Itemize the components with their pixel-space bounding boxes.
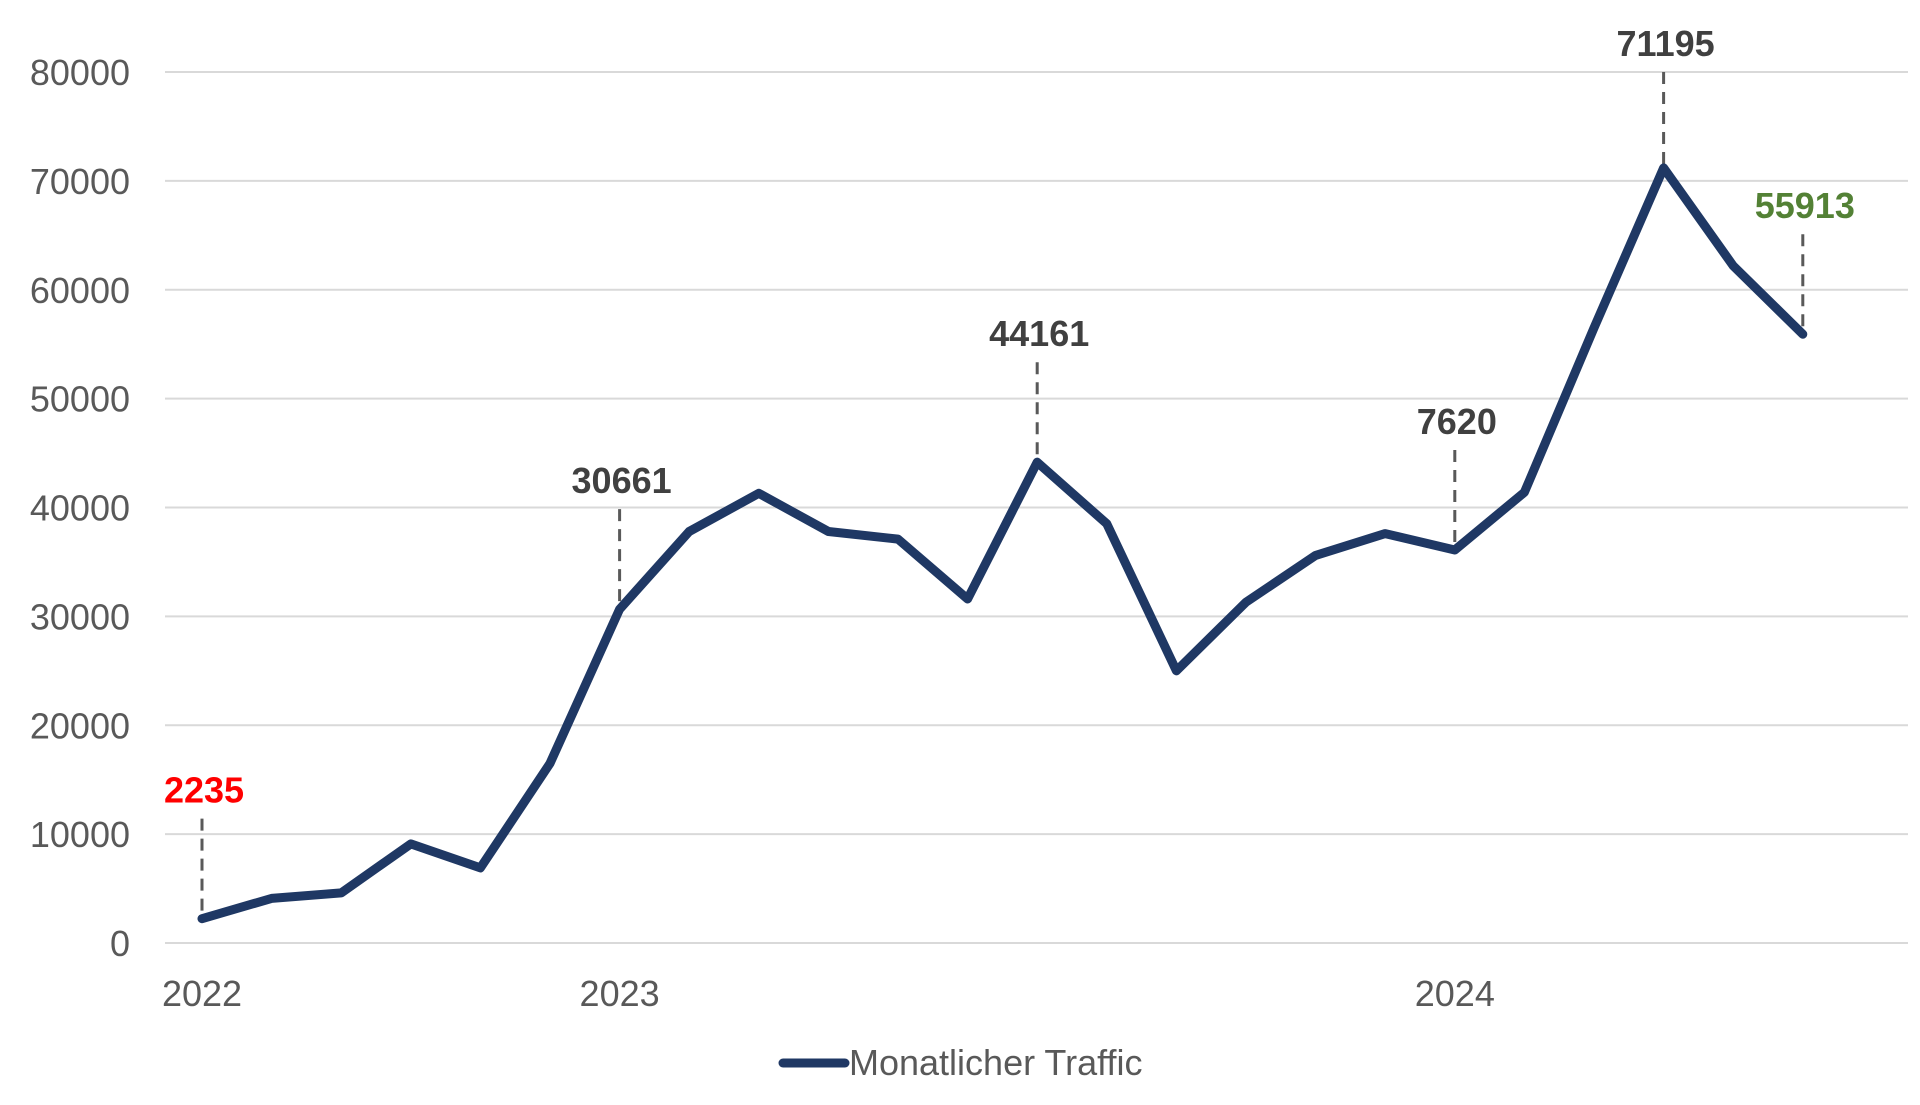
annotation-label: 2235 — [164, 770, 244, 811]
y-tick-label: 30000 — [30, 596, 130, 637]
x-tick-label: 2024 — [1415, 973, 1495, 1014]
x-axis-ticks: 2022 2023 2024 — [162, 973, 1495, 1014]
annotation-label: 71195 — [1617, 23, 1715, 64]
y-tick-label: 0 — [110, 923, 130, 964]
y-tick-label: 50000 — [30, 379, 130, 420]
x-tick-label: 2023 — [580, 973, 660, 1014]
legend-label: Monatlicher Traffic — [849, 1042, 1142, 1083]
annotation-label: 55913 — [1755, 185, 1855, 226]
legend: Monatlicher Traffic — [778, 1042, 1142, 1083]
annotations: 2235 30661 44161 7620 71195 55913 — [164, 23, 1855, 919]
y-tick-label: 60000 — [30, 270, 130, 311]
y-tick-label: 20000 — [30, 705, 130, 746]
series-line — [197, 163, 1808, 924]
y-tick-label: 40000 — [30, 488, 130, 529]
x-tick-label: 2022 — [162, 973, 242, 1014]
annotation-label: 44161 — [989, 313, 1089, 354]
annotation-label: 30661 — [572, 460, 672, 501]
y-axis-ticks: 0 10000 20000 30000 40000 50000 60000 70000 8000… — [30, 52, 130, 964]
series-lines — [197, 163, 1808, 924]
y-tick-label: 10000 — [30, 814, 130, 855]
y-tick-label: 70000 — [30, 161, 130, 202]
y-tick-label: 80000 — [30, 52, 130, 93]
annotation-label: 7620 — [1417, 401, 1497, 442]
gridlines — [165, 71, 1908, 944]
